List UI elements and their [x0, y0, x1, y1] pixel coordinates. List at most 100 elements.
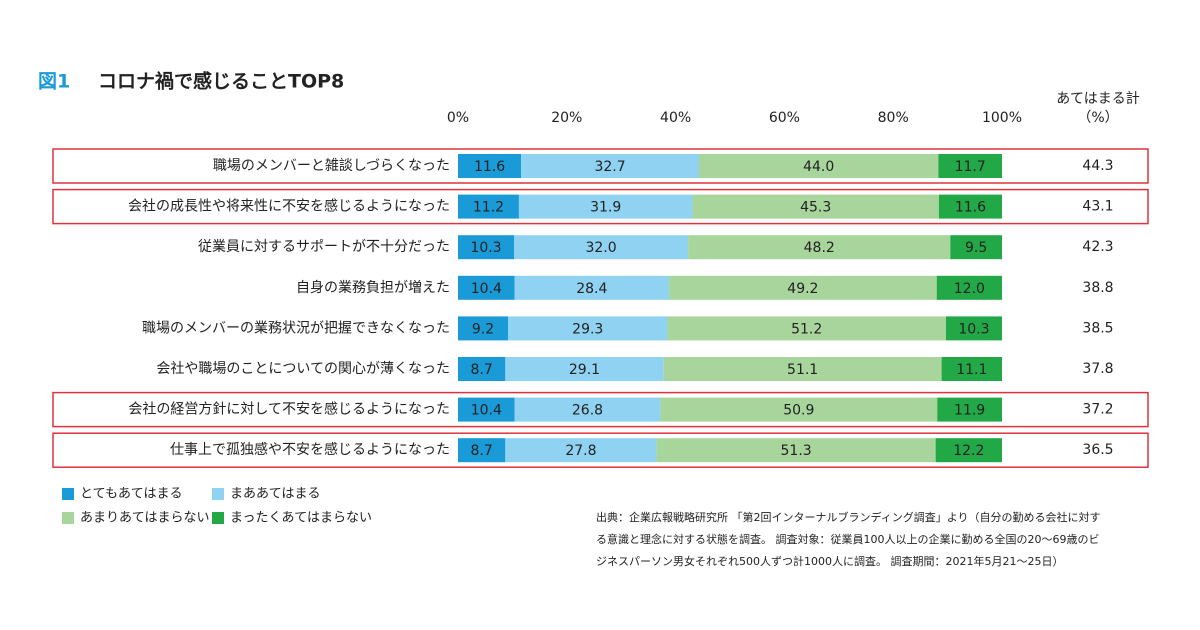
- bar-segment: [521, 154, 699, 178]
- highlight-box: [52, 148, 1149, 184]
- total-value: 38.8: [1082, 280, 1113, 296]
- highlight-box: [52, 391, 1149, 428]
- total-value: 42.3: [1082, 239, 1113, 255]
- bar-segment: [458, 438, 506, 463]
- value-label: 11.1: [956, 362, 987, 378]
- bar-segment: [458, 397, 515, 422]
- bar-segment: [937, 397, 1002, 422]
- value-label: 51.3: [781, 443, 812, 459]
- bar-segment: [692, 194, 939, 219]
- category-label: 従業員に対するサポートが不十分だった: [198, 239, 450, 255]
- value-label: 45.3: [800, 200, 831, 216]
- value-label: 9.2: [472, 321, 494, 337]
- category-label: 会社の成長性や将来性に不安を感じるようになった: [128, 198, 450, 215]
- bar-segment: [458, 154, 522, 178]
- category-label: 会社や職場のことについての関心が薄くなった: [156, 361, 450, 377]
- value-label: 11.2: [473, 200, 504, 216]
- source-note: る意識と理念に対する状態を調査。 調査対象：従業員100人以上の企業に勤める全国…: [596, 532, 1099, 546]
- value-label: 51.1: [787, 362, 818, 378]
- bar-segment: [518, 194, 693, 219]
- bar-segment: [514, 397, 661, 422]
- x-tick-label: 20%: [551, 110, 582, 126]
- bar-segment: [458, 357, 506, 381]
- value-label: 10.4: [471, 281, 502, 297]
- value-label: 29.1: [569, 362, 600, 378]
- value-label: 44.0: [803, 159, 834, 175]
- value-label: 51.2: [791, 321, 822, 337]
- legend-swatch: [212, 488, 224, 500]
- category-label: 職場のメンバーの業務状況が把握できなくなった: [142, 320, 450, 336]
- value-label: 29.3: [572, 321, 603, 337]
- legend-label: あまりあてはまらない: [80, 511, 209, 526]
- value-label: 8.7: [471, 362, 493, 378]
- total-value: 37.2: [1082, 402, 1113, 418]
- total-header: あてはまる計: [1056, 91, 1139, 107]
- bar-segment: [663, 357, 942, 381]
- value-label: 49.2: [787, 281, 818, 297]
- x-tick-label: 40%: [660, 110, 691, 126]
- category-label: 職場のメンバーと雑談しづらくなった: [213, 158, 450, 174]
- bar-segment: [660, 397, 938, 422]
- chart-title: コロナ禍で感じることTOP8: [98, 70, 344, 93]
- x-tick-label: 80%: [878, 110, 909, 126]
- legend-label: とてもあてはまる: [80, 487, 182, 502]
- total-value: 44.3: [1082, 158, 1113, 174]
- bar-segment: [938, 154, 1002, 178]
- bar-segment: [505, 357, 664, 381]
- value-label: 8.7: [471, 443, 493, 459]
- bar-segment: [950, 235, 1002, 260]
- value-label: 27.8: [565, 443, 596, 459]
- value-label: 10.3: [470, 240, 501, 256]
- value-label: 10.4: [471, 403, 502, 419]
- bar-segment: [458, 316, 509, 341]
- bar-segment: [514, 235, 689, 260]
- bar-segment: [945, 316, 1002, 341]
- bar-segment: [656, 438, 936, 463]
- legend-label: まったくあてはまらない: [230, 511, 372, 526]
- source-note: 出典：企業広報戦略研究所 「第2回インターナルブランディング調査」より（自分の勤…: [596, 510, 1101, 524]
- bar-segment: [458, 235, 515, 260]
- bar-segment: [505, 438, 657, 463]
- value-label: 10.3: [958, 321, 989, 337]
- value-label: 11.9: [954, 403, 985, 419]
- bar-segment: [669, 275, 937, 300]
- legend-swatch: [212, 512, 224, 524]
- category-label: 自身の業務負担が増えた: [296, 280, 450, 296]
- value-label: 48.2: [804, 240, 835, 256]
- bar-segment: [667, 316, 946, 341]
- total-unit: （%）: [1077, 110, 1118, 126]
- total-value: 37.8: [1082, 361, 1113, 377]
- legend-swatch: [62, 488, 74, 500]
- bar-segment: [508, 316, 668, 341]
- category-label: 会社の経営方針に対して不安を感じるようになった: [128, 401, 450, 418]
- value-label: 26.8: [572, 403, 603, 419]
- total-value: 43.1: [1082, 199, 1113, 215]
- x-tick-label: 60%: [769, 110, 800, 126]
- bar-segment: [935, 438, 1002, 463]
- legend-label: まああてはまる: [230, 487, 320, 502]
- value-label: 28.4: [576, 281, 607, 297]
- total-value: 36.5: [1082, 442, 1113, 458]
- legend-swatch: [62, 512, 74, 524]
- value-label: 12.2: [953, 443, 984, 459]
- bar-segment: [938, 194, 1002, 219]
- bar-segment: [458, 194, 519, 219]
- bar-segment: [458, 275, 515, 300]
- value-label: 32.7: [594, 159, 625, 175]
- bar-segment: [698, 154, 939, 178]
- value-label: 9.5: [965, 240, 987, 256]
- category-label: 仕事上で孤独感や不安を感じるようになった: [170, 441, 450, 458]
- x-tick-label: 100%: [982, 110, 1022, 126]
- x-tick-label: 0%: [447, 110, 469, 126]
- value-label: 11.6: [955, 200, 986, 216]
- figure-number: 図1: [38, 71, 70, 93]
- value-label: 11.6: [474, 159, 505, 175]
- total-value: 38.5: [1082, 320, 1113, 336]
- value-label: 50.9: [783, 403, 814, 419]
- source-note: ジネスパーソン男女それぞれ500人ずつ計1000人に調査。 調査期間：2021年…: [596, 554, 1063, 568]
- value-label: 11.7: [955, 159, 986, 175]
- highlight-box: [52, 432, 1149, 468]
- bar-segment: [514, 275, 670, 300]
- bar-segment: [941, 357, 1002, 381]
